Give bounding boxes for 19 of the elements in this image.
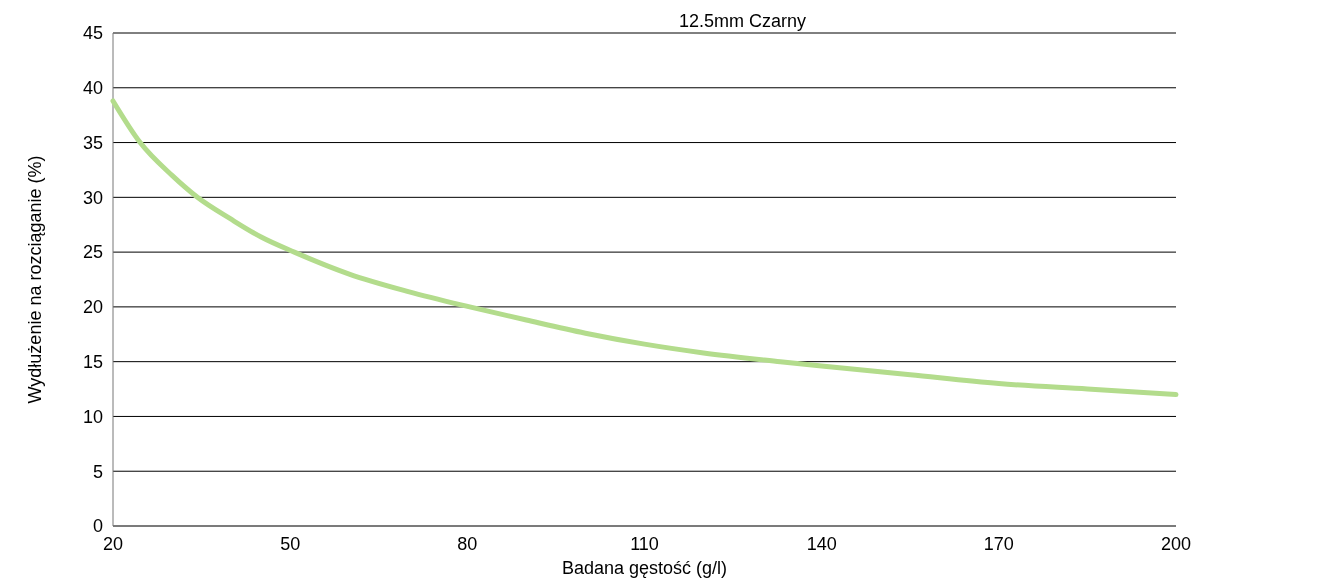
y-tick-label: 35 [82, 132, 103, 153]
x-tick-label: 80 [457, 534, 478, 554]
y-tick-label: 45 [82, 23, 103, 44]
y-tick-label: 30 [82, 187, 103, 208]
x-tick-label: 110 [630, 534, 659, 554]
y-tick-label: 40 [82, 78, 103, 99]
x-tick-label: 140 [806, 534, 837, 554]
x-axis-title: Badana gęstość (g/l) [561, 558, 728, 578]
y-tick-label: 5 [92, 461, 103, 482]
y-axis-title: Wydłużenie na rozciąganie (%) [25, 155, 45, 404]
x-tick-label: 170 [983, 534, 1014, 554]
y-tick-label: 25 [82, 242, 103, 263]
y-tick-label: 15 [82, 351, 103, 372]
chart-title: 12.5mm Czarny [678, 11, 807, 31]
y-tick-label: 20 [82, 297, 103, 318]
y-tick-label: 10 [82, 406, 103, 427]
y-tick-label: 0 [92, 516, 103, 537]
x-tick-label: 200 [1160, 534, 1192, 554]
x-tick-label: 50 [280, 534, 301, 554]
